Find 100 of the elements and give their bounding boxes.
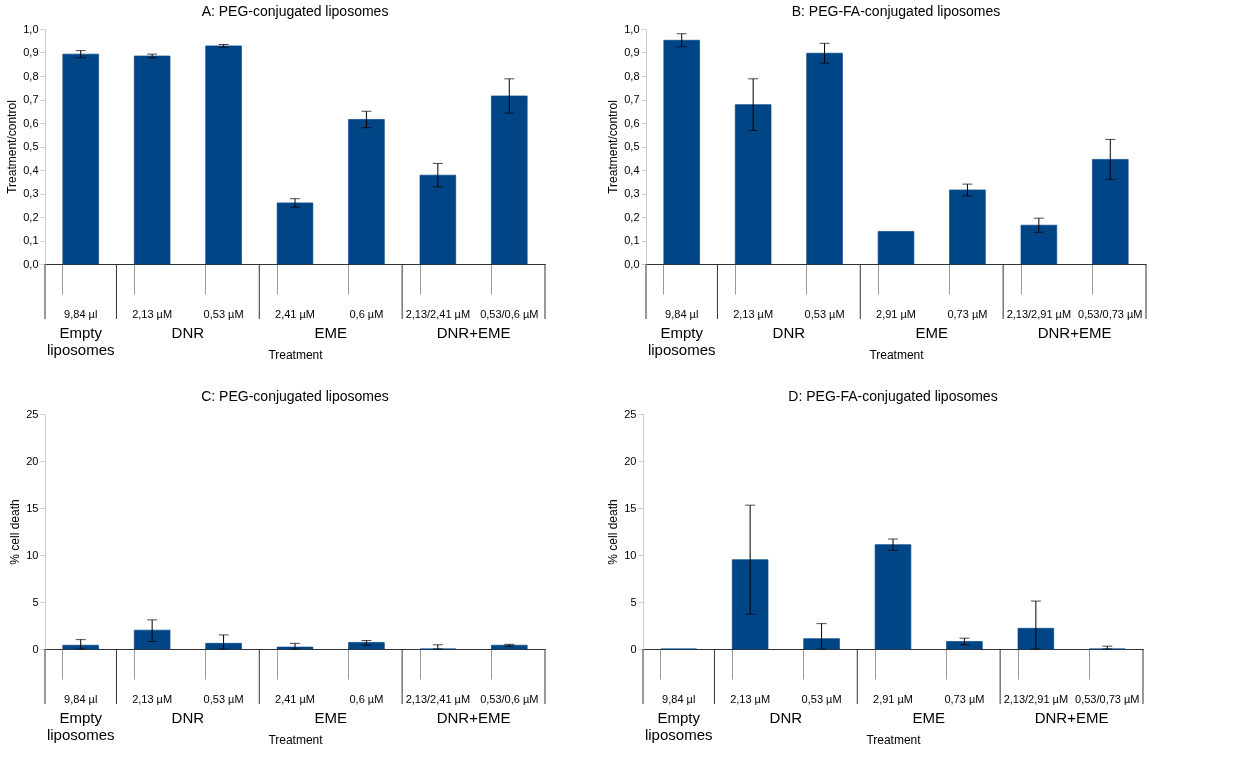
x-tick-label: 2,41 µM bbox=[275, 692, 315, 705]
bar bbox=[491, 644, 528, 650]
y-tick-label: 0,2 bbox=[624, 210, 640, 223]
bar bbox=[663, 39, 700, 265]
x-tick-label: 9,84 µl bbox=[665, 307, 699, 320]
y-tick-label: 0,4 bbox=[624, 163, 640, 176]
x-tick-label: 0,53 µM bbox=[203, 692, 244, 705]
x-tick-label: 0,53/0,73 µM bbox=[1078, 307, 1143, 320]
y-tick-label: 20 bbox=[26, 454, 39, 467]
x-tick-label: 2,13 µM bbox=[132, 692, 173, 705]
x-tick-label: 2,13/2,91 µM bbox=[1003, 692, 1069, 705]
y-tick-label: 0,2 bbox=[23, 210, 39, 223]
bar bbox=[946, 641, 983, 650]
x-tick-label: 2,13 µM bbox=[730, 692, 771, 705]
x-axis-title: Treatment bbox=[268, 347, 324, 362]
text: Empty liposomes bbox=[46, 709, 115, 743]
x-tick-label: 0,53/0,6 µM bbox=[480, 692, 539, 705]
y-tick-label: 15 bbox=[26, 501, 39, 514]
bar bbox=[133, 629, 171, 650]
y-tick-label: 20 bbox=[624, 454, 637, 467]
y-tick-label: 0 bbox=[630, 642, 637, 655]
bar bbox=[734, 104, 772, 265]
text: DNR+EME bbox=[1037, 324, 1112, 341]
text: DNR bbox=[772, 324, 806, 341]
y-tick-label: 1,0 bbox=[23, 22, 39, 35]
x-tick-label: 0,6 µM bbox=[349, 692, 384, 705]
bar bbox=[949, 189, 986, 265]
y-tick-label: 0,0 bbox=[624, 257, 640, 270]
y-tick-label: 0,3 bbox=[624, 187, 640, 199]
y-tick-label: 0,5 bbox=[624, 140, 640, 152]
y-tick-label: 0,0 bbox=[23, 257, 39, 270]
x-tick-label: 0,53 µM bbox=[801, 692, 842, 705]
x-tick-label: 0,73 µM bbox=[947, 307, 988, 320]
x-tick-label: 2,13 µM bbox=[132, 307, 173, 320]
x-tick-label: 2,13/2,91 µM bbox=[1006, 307, 1072, 320]
y-axis-title: % cell death bbox=[606, 499, 621, 565]
bar bbox=[62, 644, 99, 650]
x-tick-label: 0,53/0,73 µM bbox=[1075, 692, 1140, 705]
y-tick-label: 25 bbox=[624, 407, 637, 420]
bar bbox=[348, 119, 385, 265]
text: DNR+EME bbox=[436, 709, 511, 726]
y-tick-label: 10 bbox=[26, 548, 39, 561]
x-tick-label: 9,84 µl bbox=[64, 692, 98, 705]
x-axis-title: Treatment bbox=[869, 347, 925, 362]
x-tick-label: 2,13 µM bbox=[733, 307, 774, 320]
bar bbox=[731, 559, 769, 650]
text: DNR bbox=[171, 709, 205, 726]
x-tick-label: 9,84 µl bbox=[662, 692, 696, 705]
chart-title: D: PEG-FA-conjugated liposomes bbox=[788, 388, 998, 404]
bar bbox=[419, 174, 457, 265]
bar bbox=[205, 45, 242, 265]
x-tick-label: 2,91 µM bbox=[876, 307, 916, 320]
x-tick-label: 2,41 µM bbox=[275, 307, 315, 320]
x-axis-title: Treatment bbox=[268, 732, 324, 747]
y-tick-label: 0,9 bbox=[23, 46, 39, 58]
y-tick-label: 0,4 bbox=[23, 163, 39, 176]
y-tick-label: 10 bbox=[624, 548, 637, 561]
x-tick-label: 0,73 µM bbox=[944, 692, 985, 705]
x-tick-label: 9,84 µl bbox=[64, 307, 98, 320]
x-tick-label: 2,91 µM bbox=[873, 692, 913, 705]
bar bbox=[1092, 159, 1129, 265]
bar bbox=[205, 643, 242, 650]
bar bbox=[491, 95, 528, 265]
x-tick-label: 0,6 µM bbox=[349, 307, 384, 320]
y-tick-label: 25 bbox=[26, 407, 39, 420]
y-tick-label: 15 bbox=[624, 501, 637, 514]
text: Empty liposomes bbox=[644, 709, 713, 743]
y-tick-label: 0,6 bbox=[624, 116, 640, 129]
bar bbox=[133, 55, 171, 265]
x-tick-label: 0,53 µM bbox=[203, 307, 244, 320]
text: DNR+EME bbox=[1034, 709, 1109, 726]
x-tick-label: 0,53 µM bbox=[804, 307, 845, 320]
y-axis-title: Treatment/control bbox=[606, 100, 621, 194]
bar bbox=[874, 544, 912, 650]
text: EME bbox=[314, 324, 347, 341]
text: DNR bbox=[171, 324, 205, 341]
x-tick-label: 2,13/2,41 µM bbox=[405, 307, 471, 320]
text: EME bbox=[314, 709, 347, 726]
bar bbox=[62, 53, 99, 265]
y-tick-label: 1,0 bbox=[624, 22, 640, 35]
chart-title: A: PEG-conjugated liposomes bbox=[201, 3, 389, 19]
bar bbox=[1017, 627, 1055, 650]
x-tick-label: 2,13/2,41 µM bbox=[405, 692, 471, 705]
y-tick-label: 0,9 bbox=[624, 46, 640, 58]
y-tick-label: 0,1 bbox=[23, 234, 39, 246]
text: DNR bbox=[769, 709, 803, 726]
y-tick-label: 0,1 bbox=[624, 234, 640, 246]
chart-title: B: PEG-FA-conjugated liposomes bbox=[791, 3, 1001, 19]
bar bbox=[877, 231, 915, 265]
text: Empty liposomes bbox=[647, 324, 716, 358]
y-tick-label: 0,6 bbox=[23, 116, 39, 129]
y-axis-title: % cell death bbox=[8, 499, 23, 565]
y-tick-label: 5 bbox=[630, 595, 637, 608]
y-axis-title: Treatment/control bbox=[5, 100, 20, 194]
text: EME bbox=[912, 709, 945, 726]
chart-title: C: PEG-conjugated liposomes bbox=[201, 388, 389, 404]
bar bbox=[803, 638, 840, 650]
x-tick-label: 0,53/0,6 µM bbox=[480, 307, 539, 320]
y-tick-label: 0,8 bbox=[23, 69, 39, 82]
bar bbox=[806, 52, 843, 265]
